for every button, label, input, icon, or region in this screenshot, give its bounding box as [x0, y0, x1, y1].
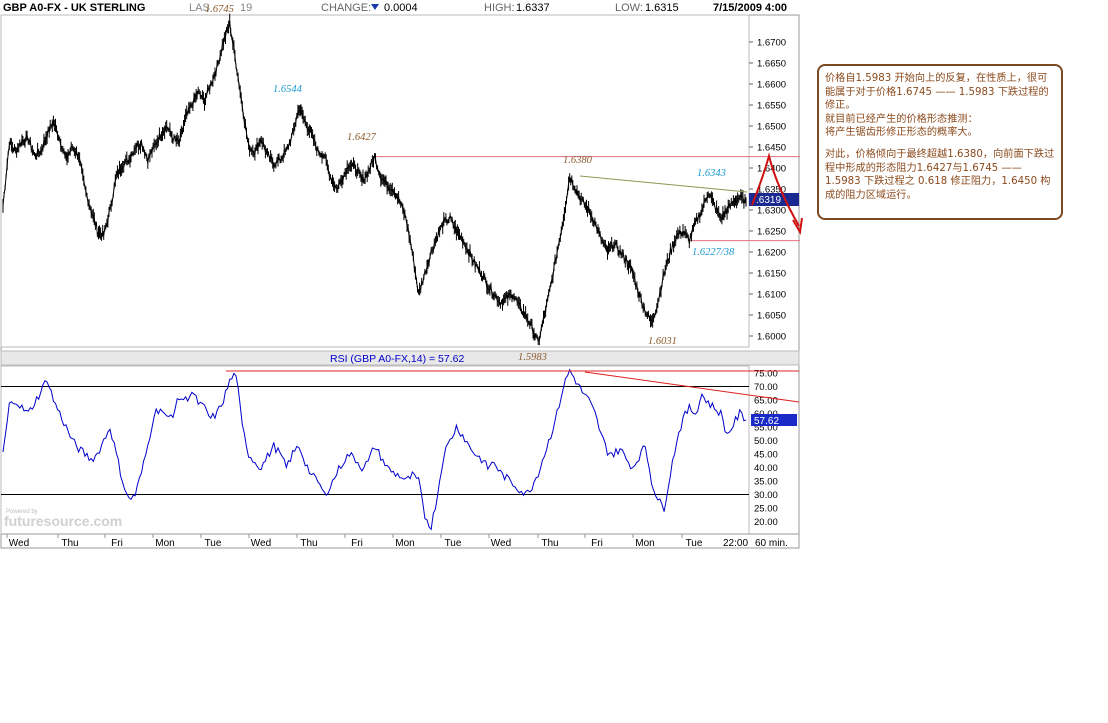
rsi-ytick-label: 40.00: [754, 463, 778, 474]
x-tick-label: Fri: [351, 538, 363, 549]
rsi-ytick-label: 45.00: [754, 450, 778, 461]
interval-label: 60 min.: [755, 538, 788, 549]
price-ytick-label: 1.6400: [757, 164, 786, 175]
rsi-title-band: [0, 350, 800, 366]
price-ytick-label: 1.6000: [757, 332, 786, 343]
x-tick-label: Wed: [251, 538, 271, 549]
last-time-label: 22:00: [723, 538, 748, 549]
x-tick-label: Thu: [300, 538, 317, 549]
annotation-1-6380: 1.6380: [563, 155, 593, 166]
price-ytick-label: 1.6200: [757, 248, 786, 259]
note-paragraph-2: 就目前已经产生的价格形态推测：: [825, 113, 978, 125]
price-ytick-label: 1.6300: [757, 206, 786, 217]
annotation-1-6544: 1.6544: [273, 84, 303, 95]
x-tick-label: Tue: [445, 538, 462, 549]
high-label: HIGH:: [484, 2, 515, 14]
datetime: 7/15/2009 4:00: [713, 2, 787, 14]
analysis-note: 价格自1.5983 开始向上的反复，在性质上，很可能属于对于价格1.6745 —…: [817, 64, 1063, 220]
projection-arrow: [751, 152, 800, 227]
price-ytick-label: 1.6150: [757, 269, 786, 280]
rsi-ytick-label: 75.00: [754, 369, 778, 380]
x-tick-label: Tue: [205, 538, 222, 549]
rsi-ytick-label: 30.00: [754, 490, 778, 501]
price-ytick-label: 1.6050: [757, 311, 786, 322]
change-value: 0.0004: [384, 2, 418, 14]
watermark-logo: futuresource.com: [4, 513, 122, 529]
rsi-ytick-label: 35.00: [754, 477, 778, 488]
annotation-1-6031: 1.6031: [648, 336, 677, 347]
low-label: LOW:: [615, 2, 643, 14]
rsi-plot-frame: [0, 365, 750, 535]
note-paragraph-3: 将产生锯齿形修正形态的概率大。: [825, 127, 978, 139]
price-line: [2, 20, 747, 342]
watermark-small: Powered by: [6, 509, 38, 515]
change-label: CHANGE:: [321, 2, 371, 14]
last-label: LAS: [189, 2, 210, 14]
rsi-line: [2, 368, 747, 531]
x-tick-label: Fri: [111, 538, 123, 549]
annotation-1-6343: 1.6343: [697, 168, 726, 179]
rsi-y-ticks: 75.0070.0065.0060.0055.0050.0045.0040.00…: [1, 369, 778, 528]
annotation-1-5983: 1.5983: [518, 352, 547, 363]
note-paragraph-4: 对此，价格倾向于最终超越1.6380，向前面下跌过程中形成的形态阻力1.6427…: [825, 148, 1055, 201]
change-down-icon: [371, 4, 379, 10]
price-ytick-label: 1.6700: [757, 38, 786, 49]
low-value: 1.6315: [645, 2, 679, 14]
annotation-1-6227-38: 1.6227/38: [692, 247, 735, 258]
x-tick-label: Thu: [541, 538, 558, 549]
x-tick-label: Mon: [155, 538, 174, 549]
chart-frame: [0, 14, 800, 549]
price-plot-frame: [0, 14, 750, 348]
price-trendline: [579, 175, 748, 193]
price-ytick-label: 1.6100: [757, 290, 786, 301]
annotation-1-6745: 1.6745: [205, 4, 234, 15]
note-paragraph-1: 价格自1.5983 开始向上的反复，在性质上，很可能属于对于价格1.6745 —…: [825, 73, 1049, 112]
chart-header: GBP A0-FX - UK STERLING LAS 19 CHANGE: 0…: [1, 0, 799, 15]
price-ytick-label: 1.6500: [757, 122, 786, 133]
rsi-ytick-label: 20.00: [754, 517, 778, 528]
last-value: 19: [240, 2, 252, 14]
price-ytick-label: 1.6650: [757, 59, 786, 70]
rsi-ytick-label: 65.00: [754, 396, 778, 407]
rsi-ytick-label: 55.00: [754, 423, 778, 434]
price-ytick-label: 1.6600: [757, 80, 786, 91]
rsi-title: RSI (GBP A0-FX,14) = 57.62: [330, 353, 464, 365]
price-ytick-label: 1.6550: [757, 101, 786, 112]
rsi-trendline: [584, 371, 800, 403]
rsi-badge-text: 57.62: [754, 416, 779, 427]
price-ytick-label: 1.6350: [757, 185, 786, 196]
rsi-ytick-label: 25.00: [754, 504, 778, 515]
x-tick-label: Mon: [395, 538, 414, 549]
x-tick-label: Wed: [491, 538, 511, 549]
arrow-head-icon: [792, 217, 803, 235]
high-value: 1.6337: [516, 2, 550, 14]
price-series: [2, 13, 747, 346]
annotation-1-6427: 1.6427: [347, 132, 377, 143]
rsi-ytick-label: 70.00: [754, 382, 778, 393]
symbol-title: GBP A0-FX - UK STERLING: [3, 2, 145, 14]
rsi-ytick-label: 50.00: [754, 436, 778, 447]
x-tick-label: Tue: [686, 538, 703, 549]
x-ticks: Wed Thu Fri Mon Tue Wed Thu Fri Mon Tue Wed Thu Fri M…: [6, 534, 703, 549]
price-badge-text: .6319: [756, 195, 781, 206]
rsi-badge: [751, 414, 797, 426]
price-ytick-label: 1.6250: [757, 227, 786, 238]
price-y-ticks: 1.6700 1.6650 1.6600 1.6550 1.6500 1.6450 1.64…: [749, 38, 786, 343]
x-tick-label: Thu: [61, 538, 78, 549]
x-tick-label: Fri: [591, 538, 603, 549]
x-tick-label: Mon: [635, 538, 654, 549]
x-tick-label: Wed: [9, 538, 29, 549]
rsi-series: [2, 368, 747, 531]
price-ytick-label: 1.6450: [757, 143, 786, 154]
